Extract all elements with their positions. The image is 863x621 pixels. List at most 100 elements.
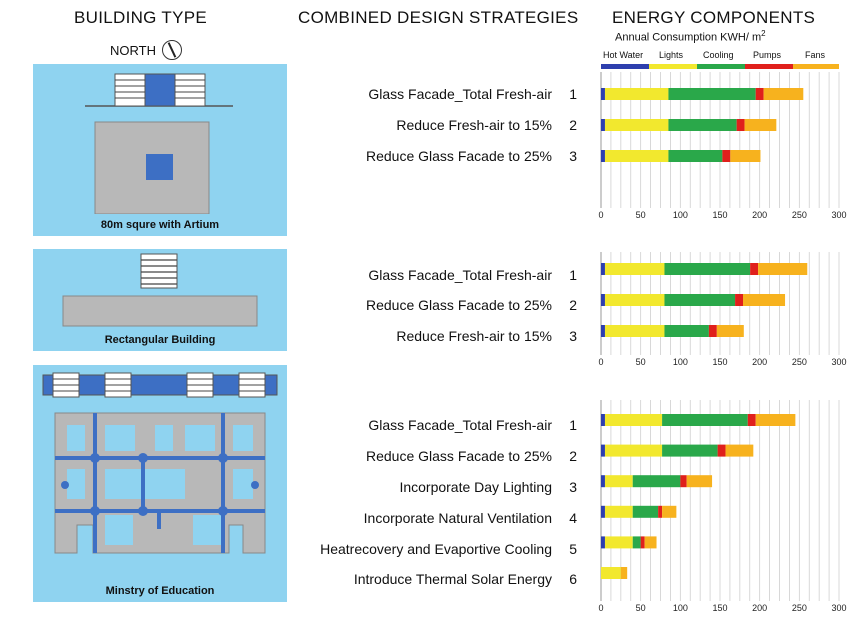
bar-segment-hot-water	[601, 150, 605, 162]
bar-segment-cooling	[664, 294, 736, 306]
strategy-row: Glass Facade_Total Fresh-air 1	[285, 414, 585, 436]
x-tick-label: 50	[636, 357, 646, 367]
energy-chart-square: 0 50 100 150 200 250 300	[598, 72, 847, 220]
strategy-row: Glass Facade_Total Fresh-air 1	[285, 264, 585, 286]
x-tick-label: 100	[673, 603, 688, 613]
strategy-number: 1	[569, 267, 577, 283]
x-tick-label: 150	[712, 357, 727, 367]
bar-segment-pumps	[747, 414, 756, 426]
bar-segment-lights	[604, 444, 663, 457]
bar-segment-fans	[730, 150, 761, 162]
x-tick-label: 50	[636, 603, 646, 613]
x-tick-label: 150	[712, 603, 727, 613]
strategy-row: Reduce Glass Facade to 25% 2	[285, 294, 585, 316]
bar-segment-pumps	[717, 444, 726, 457]
x-tick-label: 200	[752, 603, 767, 613]
strategy-label: Introduce Thermal Solar Energy	[353, 571, 552, 587]
bar-segment-cooling	[632, 536, 641, 549]
legend-label-fans: Fans	[805, 50, 826, 60]
bar-segment-cooling	[668, 119, 737, 131]
bar-segment-lights	[604, 263, 665, 275]
bar-segment-fans	[716, 325, 744, 337]
bar-segment-fans	[686, 475, 713, 488]
bar-segment-lights	[604, 325, 665, 337]
bar-segment-lights	[604, 536, 633, 549]
building-caption-square: 80m squre with Artium	[100, 219, 220, 231]
bar-segment-hot-water	[601, 119, 605, 131]
building-panel-square: 80m squre with Artium	[33, 64, 287, 236]
bar-segment-cooling	[668, 88, 756, 100]
legend-label-cooling: Cooling	[703, 50, 734, 60]
energy-chart-ministry: 0 50 100 150 200 250 300	[598, 400, 847, 613]
strategy-number: 3	[569, 148, 577, 164]
bar-segment-lights	[604, 150, 669, 162]
bar-segment-fans	[763, 88, 804, 100]
bar-segment-cooling	[668, 150, 723, 162]
bar-segment-pumps	[680, 475, 687, 488]
chart-legend: Hot Water Lights Cooling Pumps Fans	[601, 50, 839, 74]
strategy-label: Glass Facade_Total Fresh-air	[368, 267, 552, 283]
strategy-number: 1	[569, 417, 577, 433]
bar-segment-pumps	[735, 294, 744, 306]
legend-label-hot-water: Hot Water	[603, 50, 644, 60]
strategy-number: 2	[569, 448, 577, 464]
x-tick-label: 300	[831, 210, 846, 220]
bar-segment-hot-water	[601, 505, 605, 518]
compass-icon	[161, 40, 182, 60]
north-indicator: NORTH	[110, 40, 182, 60]
strategy-label: Reduce Fresh-air to 15%	[396, 328, 552, 344]
strategy-number: 3	[569, 328, 577, 344]
x-tick-label: 200	[752, 210, 767, 220]
bar-segment-hot-water	[601, 444, 605, 457]
strategy-row: Heatrecovery and Evaportive Cooling 5	[285, 538, 585, 560]
strategy-label: Reduce Glass Facade to 25%	[366, 148, 552, 164]
square-building-drawing	[85, 73, 233, 214]
x-tick-label: 250	[792, 357, 807, 367]
legend-swatch-cooling	[697, 64, 745, 69]
strategy-number: 4	[569, 510, 577, 526]
legend-label-lights: Lights	[659, 50, 684, 60]
building-caption-rectangular: Rectangular Building	[104, 334, 216, 346]
bar-segment-fans	[755, 414, 796, 426]
legend-swatch-fans	[793, 64, 839, 69]
x-tick-label: 50	[636, 210, 646, 220]
bar-segment-hot-water	[601, 475, 605, 488]
x-tick-label: 300	[831, 603, 846, 613]
bar-segment-hot-water	[601, 294, 605, 306]
strategy-number: 3	[569, 479, 577, 495]
bar-segment-fans	[620, 567, 628, 579]
building-type-header: BUILDING TYPE	[74, 8, 208, 27]
bar-segment-lights	[604, 88, 669, 100]
bar-segment-fans	[662, 505, 677, 518]
strategy-row: Reduce Fresh-air to 15% 3	[285, 325, 585, 347]
strategy-row: Reduce Fresh-air to 15% 2	[285, 114, 585, 136]
legend-label-pumps: Pumps	[753, 50, 782, 60]
x-tick-label: 250	[792, 210, 807, 220]
strategy-number: 1	[569, 86, 577, 102]
bar-segment-cooling	[664, 325, 709, 337]
bar-segment-pumps	[750, 263, 759, 275]
x-tick-label: 0	[598, 210, 603, 220]
bar-segment-fans	[725, 444, 754, 457]
bar-segment-fans	[744, 119, 777, 131]
bar-segment-hot-water	[601, 88, 605, 100]
bar-segment-pumps	[722, 150, 731, 162]
bar-segment-pumps	[708, 325, 717, 337]
bar-segment-cooling	[664, 263, 751, 275]
bar-segment-fans	[644, 536, 657, 549]
x-tick-label: 200	[752, 357, 767, 367]
strategy-row: Introduce Thermal Solar Energy 6	[285, 568, 585, 590]
energy-chart-rectangular: 0 50 100 150 200 250 300	[598, 252, 847, 367]
bar-segment-cooling	[662, 414, 748, 426]
x-tick-label: 0	[598, 603, 603, 613]
chart-subtitle-text: Annual Consumption KWH/ m	[615, 31, 762, 44]
strategies-header: COMBINED DESIGN STRATEGIES	[298, 8, 579, 27]
bar-segment-pumps	[736, 119, 745, 131]
bar-segment-hot-water	[601, 325, 605, 337]
strategy-number: 2	[569, 297, 577, 313]
strategy-number: 6	[569, 571, 577, 587]
bar-segment-hot-water	[601, 414, 605, 426]
bar-segment-lights	[601, 567, 621, 579]
bar-segment-pumps	[640, 536, 645, 549]
ministry-building-drawing	[42, 372, 278, 554]
